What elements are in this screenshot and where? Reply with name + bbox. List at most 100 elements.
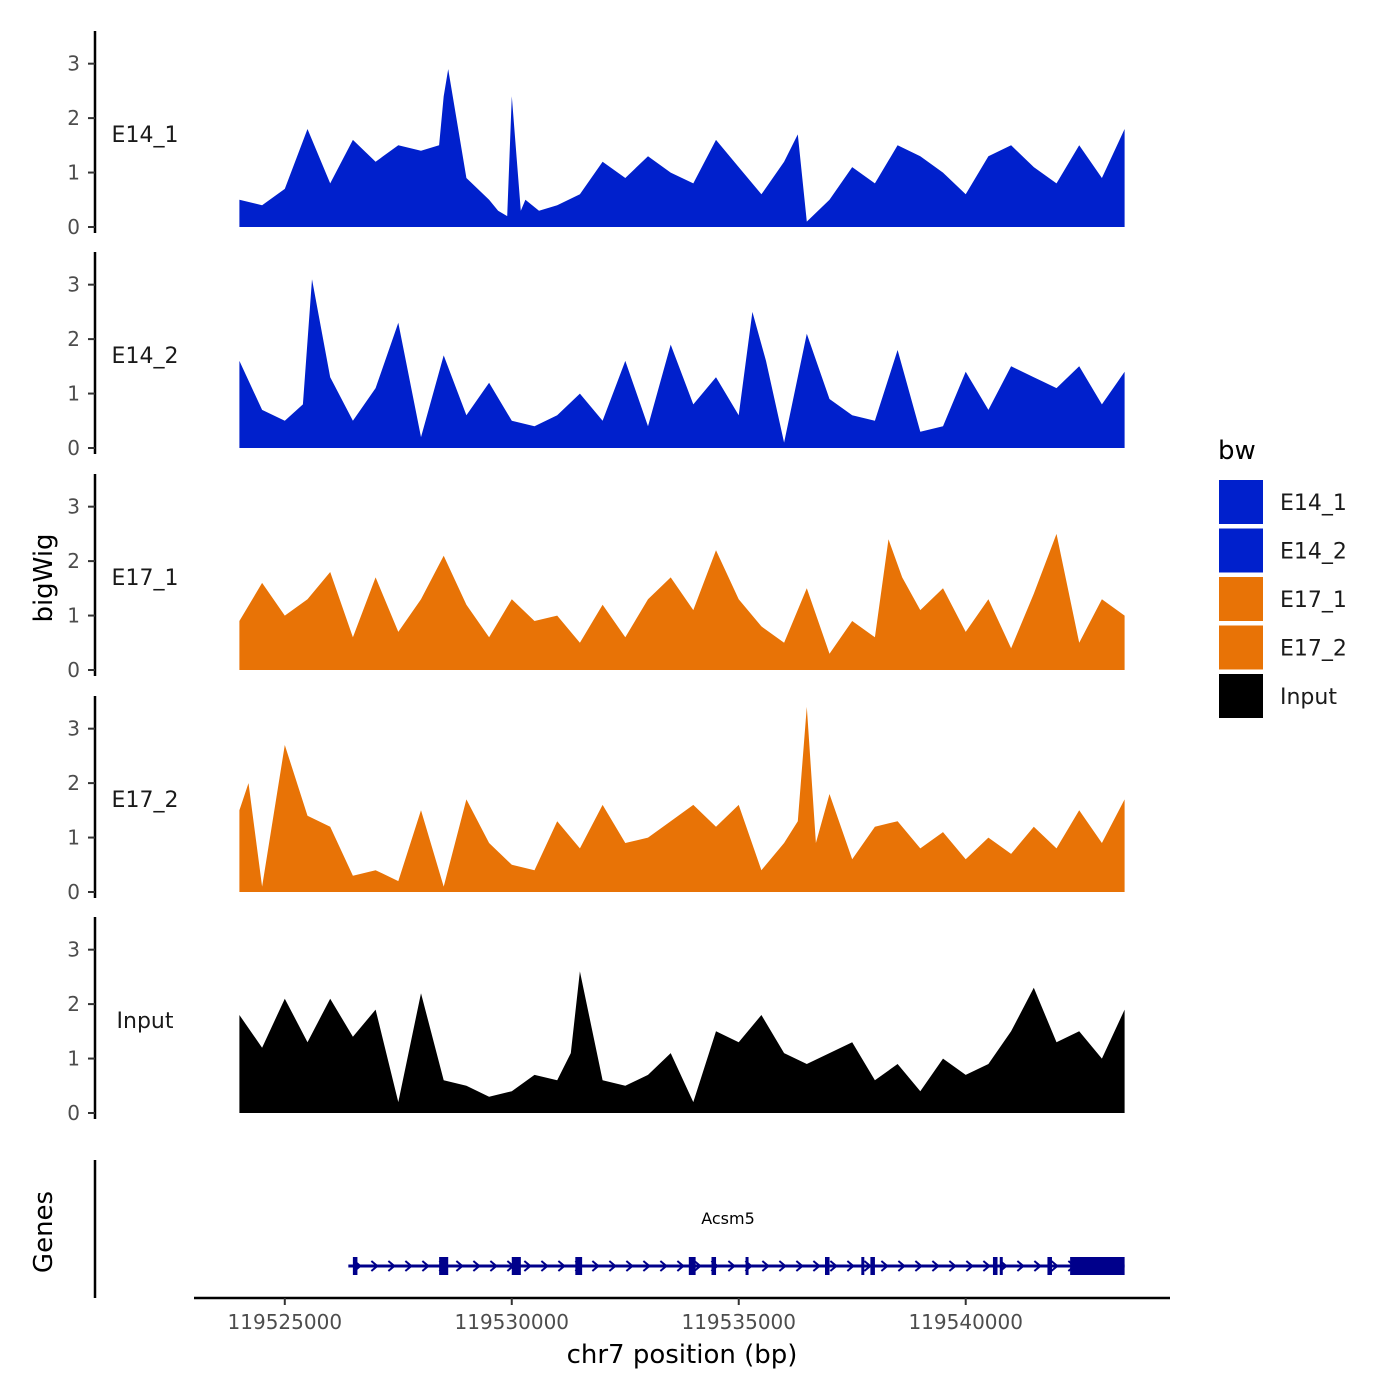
- track-label: E14_1: [112, 123, 179, 148]
- track-e14-1: 0 1 2 3 E14_1: [67, 31, 1125, 239]
- strand-arrow: [812, 1260, 821, 1272]
- strand-arrow: [387, 1260, 396, 1272]
- exon: [575, 1257, 583, 1275]
- y-tick-label: 0: [67, 436, 80, 460]
- genes-axis-title: Genes: [29, 1191, 59, 1273]
- track-e17-2: 0 1 2 3 E17_2: [67, 696, 1125, 904]
- y-tick-label: 2: [67, 771, 80, 795]
- legend-key-e17-2: [1219, 625, 1263, 670]
- strand-arrow: [523, 1260, 532, 1272]
- coverage-area-e17-2: [239, 706, 1125, 892]
- strand-arrow: [880, 1260, 889, 1272]
- exon: [711, 1257, 717, 1275]
- strand-arrow: [404, 1260, 413, 1272]
- coverage-area-e17-1: [239, 533, 1125, 670]
- strand-arrow: [370, 1260, 379, 1272]
- strand-arrow: [472, 1260, 481, 1272]
- strand-arrow: [591, 1260, 600, 1272]
- gene-track: Acsm5: [93, 1160, 1125, 1298]
- y-tick-label: 1: [67, 1047, 80, 1071]
- x-tick-label: 119525000: [228, 1310, 343, 1334]
- exon: [511, 1257, 521, 1275]
- legend-title: bw: [1218, 436, 1256, 466]
- strand-arrow: [557, 1260, 566, 1272]
- exon: [824, 1257, 830, 1275]
- y-tick-label: 0: [67, 658, 80, 682]
- legend: bw E14_1 E14_2 E17_1 E17_2 Input: [1218, 436, 1347, 718]
- strand-arrow: [829, 1260, 838, 1272]
- track-input: 0 1 2 3 Input: [67, 917, 1125, 1125]
- y-tick-label: 3: [67, 938, 80, 962]
- track-label: E17_1: [112, 566, 179, 591]
- y-tick-label: 0: [67, 215, 80, 239]
- coverage-tracks: 0 1 2 3 E14_1 0 1 2 3 E14_2 0 1 2 3 E17_1 0 1 2 3 E17_2 0 1 2 3…: [67, 31, 1125, 1125]
- exon: [999, 1257, 1003, 1275]
- exon: [1047, 1257, 1052, 1275]
- strand-arrow: [608, 1260, 617, 1272]
- legend-label: E14_1: [1280, 491, 1347, 516]
- legend-key-input: [1219, 674, 1263, 718]
- track-label: E17_2: [112, 788, 179, 813]
- track-label: E14_2: [112, 344, 179, 369]
- x-tick-label: 119530000: [455, 1310, 570, 1334]
- track-e17-1: 0 1 2 3 E17_1: [67, 474, 1125, 682]
- y-tick-label: 2: [67, 992, 80, 1016]
- y-tick-label: 3: [67, 52, 80, 76]
- strand-arrow: [642, 1260, 651, 1272]
- exon: [1070, 1257, 1125, 1275]
- strand-arrow: [914, 1260, 923, 1272]
- track-e14-2: 0 1 2 3 E14_2: [67, 252, 1125, 460]
- y-tick-label: 2: [67, 106, 80, 130]
- strand-arrow: [455, 1260, 464, 1272]
- strand-arrow: [489, 1260, 498, 1272]
- legend-key-e14-2: [1219, 528, 1263, 573]
- legend-label: E17_2: [1280, 637, 1347, 662]
- y-tick-label: 3: [67, 273, 80, 297]
- strand-arrow: [863, 1260, 872, 1272]
- x-tick-label: 119540000: [908, 1310, 1023, 1334]
- coverage-area-input: [239, 971, 1125, 1113]
- x-axis-title: chr7 position (bp): [567, 1340, 798, 1370]
- y-axis-title: bigWig: [29, 533, 59, 622]
- strand-arrow: [846, 1260, 855, 1272]
- strand-arrow: [1033, 1260, 1042, 1272]
- strand-arrow: [931, 1260, 940, 1272]
- y-tick-label: 0: [67, 880, 80, 904]
- exon: [992, 1257, 998, 1275]
- strand-arrow: [625, 1260, 634, 1272]
- x-axis: 119525000 119530000 119535000 119540000: [194, 1296, 1170, 1334]
- y-tick-label: 3: [67, 495, 80, 519]
- y-tick-label: 1: [67, 382, 80, 406]
- strand-arrow: [761, 1260, 770, 1272]
- exon: [352, 1257, 358, 1275]
- legend-key-e14-1: [1219, 480, 1263, 524]
- coverage-area-e14-2: [239, 279, 1125, 448]
- x-tick-label: 119535000: [681, 1310, 796, 1334]
- strand-arrow: [676, 1260, 685, 1272]
- strand-arrow: [659, 1260, 668, 1272]
- exon: [745, 1257, 749, 1275]
- strand-arrow: [965, 1260, 974, 1272]
- strand-arrow: [693, 1260, 702, 1272]
- y-tick-label: 0: [67, 1101, 80, 1125]
- track-label: Input: [117, 1009, 174, 1034]
- y-tick-label: 1: [67, 826, 80, 850]
- y-tick-label: 1: [67, 604, 80, 628]
- strand-arrow: [421, 1260, 430, 1272]
- exon: [439, 1257, 449, 1275]
- strand-arrow: [795, 1260, 804, 1272]
- legend-key-e17-1: [1219, 577, 1263, 621]
- strand-arrow: [778, 1260, 787, 1272]
- y-tick-label: 2: [67, 549, 80, 573]
- strand-arrow: [982, 1260, 991, 1272]
- exon: [688, 1257, 696, 1275]
- strand-arrow: [1050, 1260, 1059, 1272]
- gene-name-label: Acsm5: [701, 1209, 755, 1228]
- strand-arrow: [1016, 1260, 1025, 1272]
- y-tick-label: 3: [67, 717, 80, 741]
- legend-label: E14_2: [1280, 540, 1347, 565]
- y-tick-label: 1: [67, 161, 80, 185]
- coverage-area-e14-1: [239, 69, 1125, 227]
- strand-arrow: [897, 1260, 906, 1272]
